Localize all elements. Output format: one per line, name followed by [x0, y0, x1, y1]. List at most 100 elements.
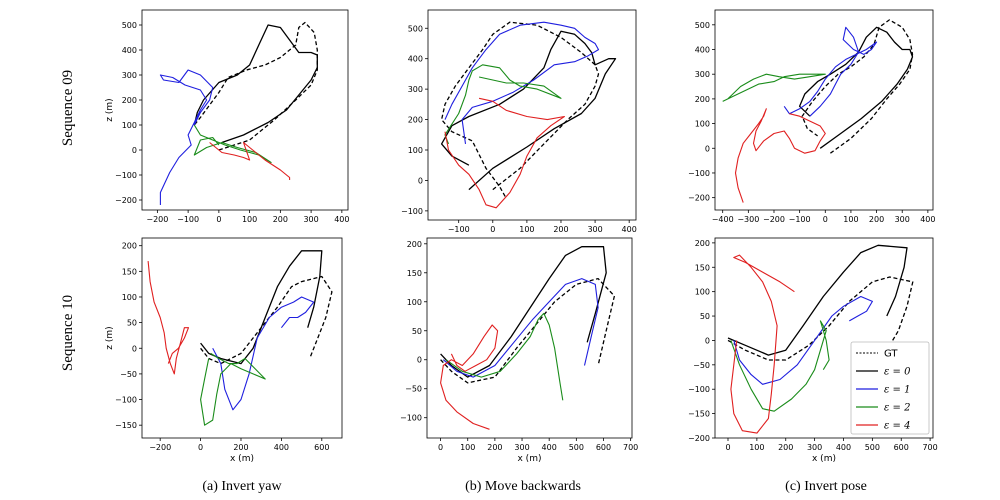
x-tick-label: 0	[198, 443, 203, 452]
series-line-gt	[440, 21, 600, 200]
x-tick-label: 0	[725, 443, 730, 452]
y-tick-label: 150	[407, 269, 422, 278]
y-tick-label: 200	[695, 239, 710, 248]
panel-6: 0 100 200 300 400 500 600 700 −200 −150 −100 −50 0 50…	[688, 237, 938, 464]
y-tick-label: −100	[115, 396, 137, 405]
x-tick-label: 200	[487, 443, 502, 452]
x-tick-label: −100	[448, 225, 470, 234]
series-line-e1	[442, 278, 599, 378]
x-tick-label: 100	[843, 215, 858, 224]
panels: −200 −100 0 100 200 300 400 −200 −100 0 100 200 300 4…	[105, 9, 938, 464]
y-tick-label: 400	[122, 46, 137, 55]
x-axis-label: x (m)	[812, 454, 836, 464]
x-tick-label: 400	[334, 215, 349, 224]
axes-frame	[714, 237, 934, 439]
x-tick-label: 400	[920, 215, 935, 224]
series-line-e2	[722, 73, 826, 102]
y-tick-label: −200	[688, 194, 710, 203]
y-tick-label: 100	[122, 121, 137, 130]
caption-c: (c) Invert pose	[785, 479, 867, 494]
x-tick-label: −100	[177, 215, 199, 224]
series-line-e0	[440, 246, 607, 378]
y-tick-label: 100	[695, 120, 710, 129]
panel-2: −100 0 100 200 300 400 −100 0 100 200 300 400 500	[401, 9, 637, 234]
legend-label-gt: GT	[884, 349, 898, 360]
series-line-e0	[200, 250, 323, 365]
legend-box	[850, 341, 930, 435]
caption-b: (b) Move backwards	[465, 479, 581, 494]
panel-4: −200 0 200 400 600 −150 −100 −50 0 50 100 150 200 x (…	[105, 237, 343, 464]
x-tick-label: 100	[460, 443, 475, 452]
legend-label-e4: ε = 4	[884, 421, 910, 432]
y-tick-label: 0	[705, 336, 710, 345]
axes-frame	[141, 9, 349, 211]
x-tick-label: 200	[273, 215, 288, 224]
y-tick-label: 50	[127, 319, 137, 328]
y-tick-label: 50	[412, 327, 422, 336]
axes-frame	[427, 9, 637, 221]
legend-label-e0: ε = 0	[884, 367, 911, 378]
series-line-e1	[783, 26, 878, 117]
y-tick-label: 100	[407, 298, 422, 307]
x-tick-label: −200	[763, 215, 785, 224]
x-tick-label: 500	[865, 443, 880, 452]
x-tick-label: 300	[303, 215, 318, 224]
y-tick-label: −50	[405, 385, 422, 394]
series-line-e2	[193, 124, 272, 164]
axes-frame	[141, 237, 343, 439]
x-tick-label: 700	[922, 443, 937, 452]
y-tick-label: −200	[688, 434, 710, 443]
series-line-e1	[444, 21, 600, 144]
x-tick-label: 100	[749, 443, 764, 452]
series-group	[147, 250, 333, 426]
y-tick-label: 500	[122, 21, 137, 30]
series-line-e0	[193, 24, 318, 144]
y-tick-label: 0	[132, 146, 137, 155]
y-tick-label: −200	[115, 196, 137, 205]
y-tick-label: 300	[408, 85, 423, 94]
x-tick-label: 200	[778, 443, 793, 452]
series-line-e2	[200, 352, 266, 426]
series-line-e0	[798, 26, 914, 149]
y-tick-label: −50	[693, 361, 710, 370]
y-tick-label: −100	[688, 385, 710, 394]
axes-frame	[714, 9, 934, 211]
legend-label-e1: ε = 1	[884, 385, 910, 396]
row-label-seq09: Sequence 09	[60, 70, 76, 146]
series-line-e4	[444, 97, 565, 209]
legend: GT ε = 0 ε = 1 ε = 2 ε = 4	[850, 341, 930, 435]
x-tick-label: 400	[622, 225, 637, 234]
x-tick-label: 300	[587, 225, 602, 234]
y-tick-label: −50	[120, 370, 137, 379]
x-tick-label: −400	[712, 215, 734, 224]
y-tick-label: −100	[401, 207, 423, 216]
y-tick-label: 500	[695, 21, 710, 30]
x-tick-label: 300	[514, 443, 529, 452]
axes-frame	[426, 237, 633, 439]
x-tick-label: 600	[894, 443, 909, 452]
y-tick-label: 500	[408, 24, 423, 33]
series-line-gt	[193, 21, 318, 151]
x-tick-label: 600	[596, 443, 611, 452]
x-tick-label: 400	[274, 443, 289, 452]
y-tick-label: 100	[695, 288, 710, 297]
x-tick-label: 400	[836, 443, 851, 452]
series-line-e4	[730, 254, 795, 434]
x-tick-label: 600	[314, 443, 329, 452]
series-line-e2	[730, 320, 830, 412]
y-tick-label: 200	[122, 96, 137, 105]
x-tick-label: 200	[233, 443, 248, 452]
x-tick-label: 0	[823, 215, 828, 224]
x-tick-label: 0	[438, 443, 443, 452]
series-line-e2	[444, 64, 562, 145]
series-group	[440, 21, 617, 209]
panel-5: 0 100 200 300 400 500 600 700 −100 −50 0 50 100 150 20…	[400, 237, 638, 464]
x-tick-label: 500	[569, 443, 584, 452]
series-line-e1	[159, 69, 214, 205]
x-axis-label: x (m)	[518, 454, 542, 464]
y-tick-label: 50	[700, 312, 710, 321]
x-tick-label: −200	[149, 443, 171, 452]
series-group	[159, 21, 318, 205]
y-tick-label: 300	[122, 71, 137, 80]
